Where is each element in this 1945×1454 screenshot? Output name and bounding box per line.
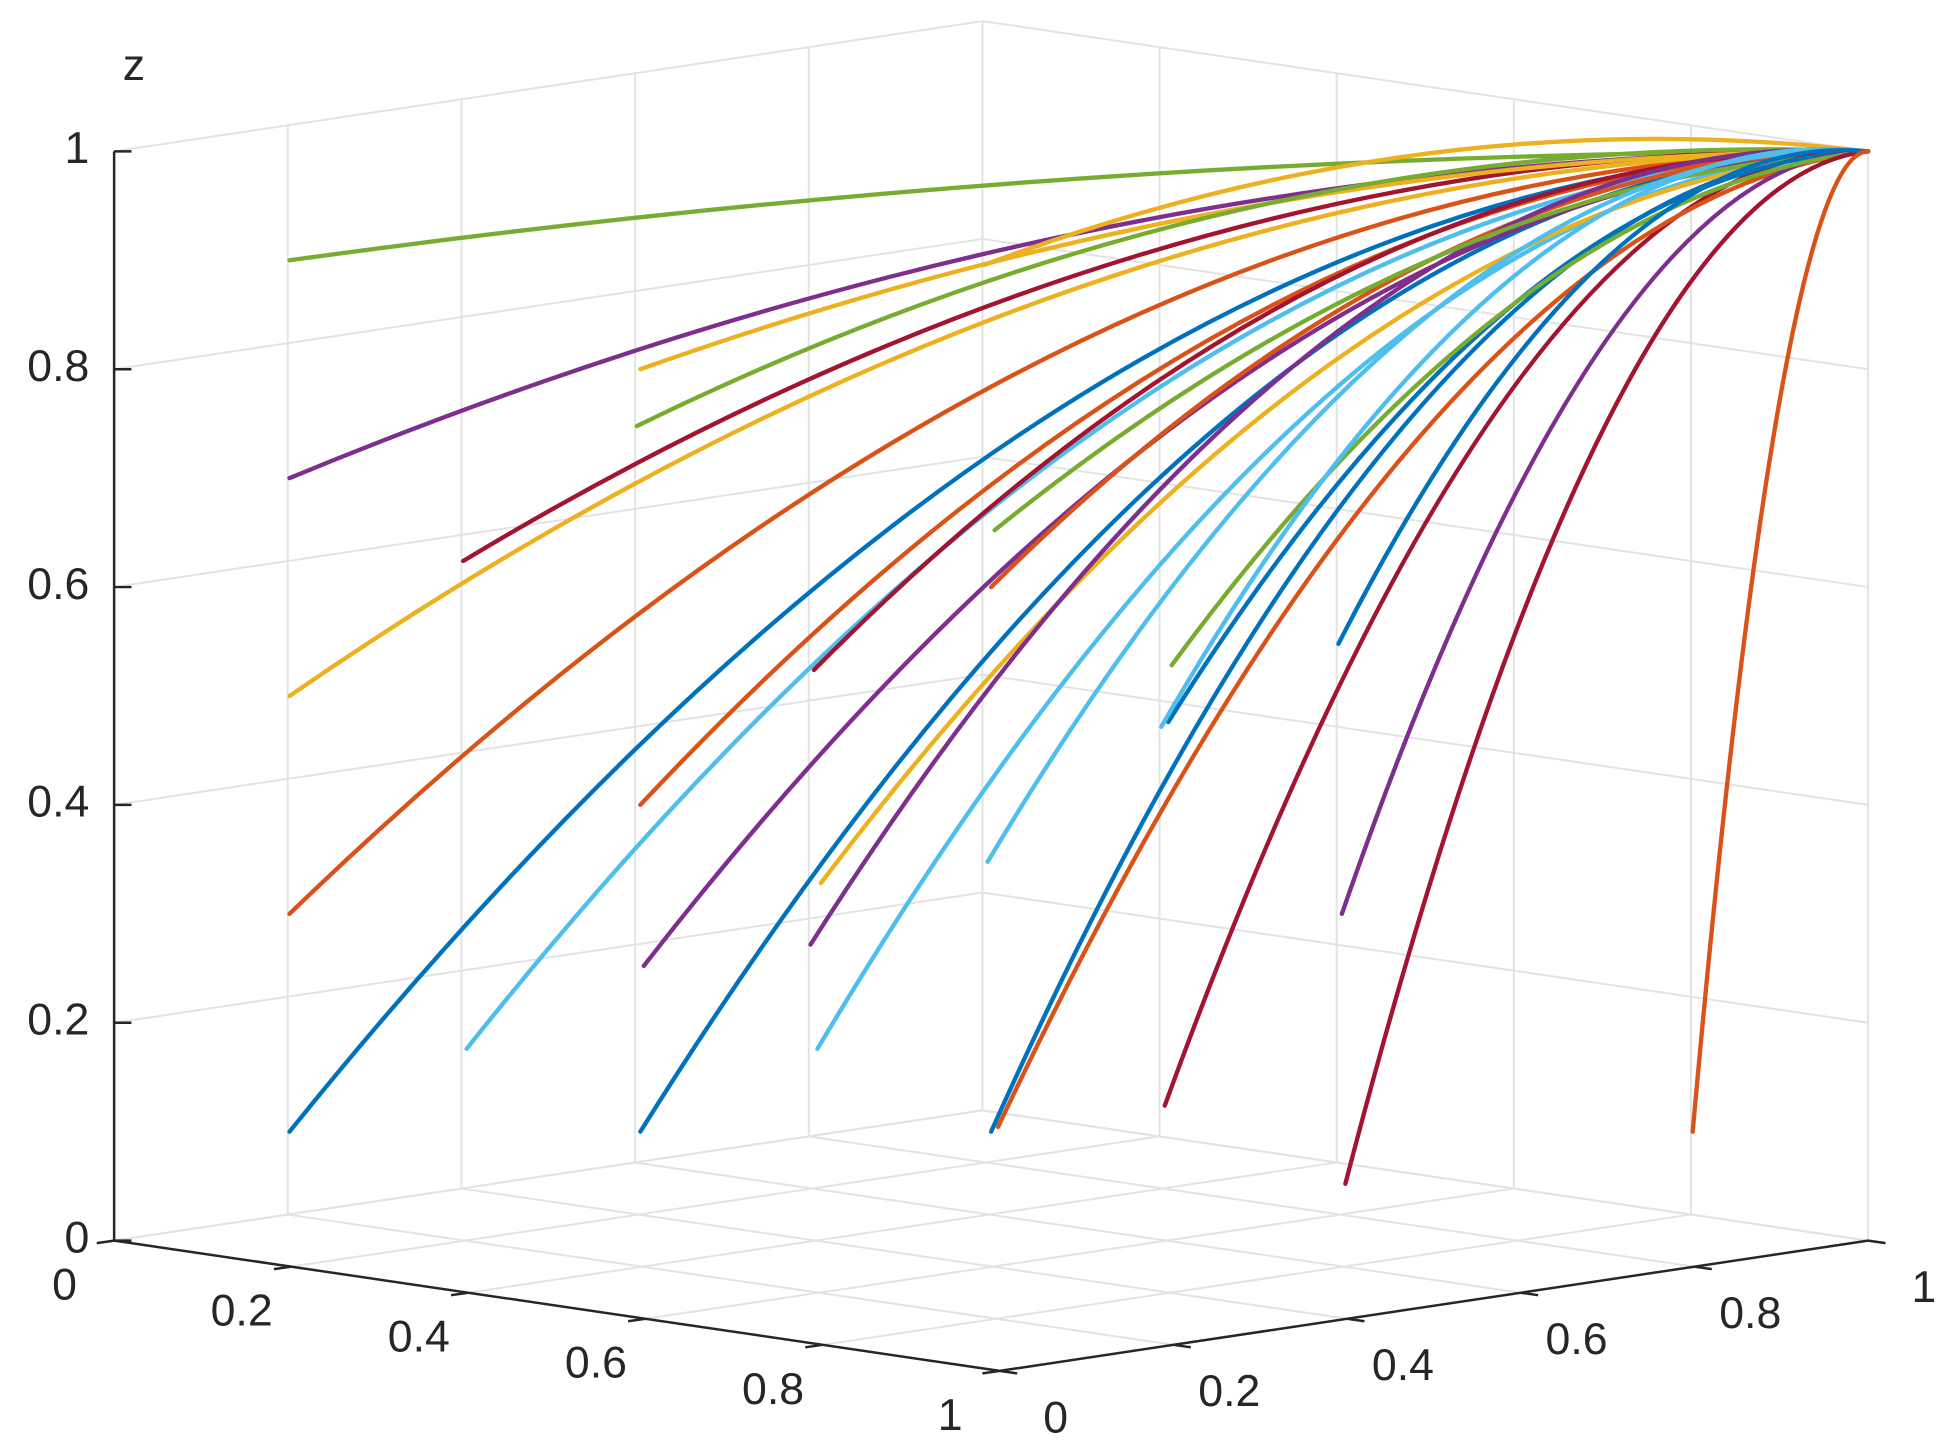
z-tick-label: 0.8 bbox=[27, 342, 89, 391]
y-tick-label: 0.4 bbox=[1372, 1341, 1434, 1390]
z-tick-label: 1 bbox=[64, 124, 89, 173]
grid-line bbox=[468, 1161, 1337, 1294]
curve bbox=[287, 149, 1871, 699]
x-tick-label: 0.8 bbox=[742, 1365, 804, 1414]
curve bbox=[464, 149, 1871, 1051]
curve bbox=[1336, 148, 1871, 647]
tick-mark bbox=[805, 1343, 823, 1349]
tick-mark bbox=[273, 1265, 292, 1271]
tick-mark bbox=[1346, 1317, 1365, 1323]
grid-line bbox=[982, 237, 1869, 371]
curve bbox=[995, 149, 1871, 1130]
z-tick-label: 0.6 bbox=[27, 560, 89, 609]
y-tick-label: 0.8 bbox=[1719, 1289, 1781, 1338]
curve bbox=[811, 148, 1871, 673]
grid-line bbox=[982, 673, 1869, 806]
curve bbox=[1339, 149, 1871, 917]
tick-mark bbox=[1867, 1239, 1886, 1245]
curve bbox=[985, 148, 1871, 864]
curve bbox=[1169, 149, 1871, 668]
y-tick-label: 0 bbox=[1043, 1393, 1068, 1442]
curve bbox=[992, 149, 1871, 533]
curve bbox=[1690, 149, 1871, 1134]
x-tick-label: 1 bbox=[938, 1391, 963, 1440]
grid-line bbox=[645, 1187, 1514, 1320]
tick-mark bbox=[1520, 1291, 1539, 1297]
x-tick-label: 0 bbox=[52, 1261, 77, 1310]
tick-mark bbox=[999, 1369, 1018, 1375]
grid-line bbox=[113, 1109, 983, 1242]
z-tick-label: 0.4 bbox=[27, 778, 89, 827]
tick-mark bbox=[627, 1317, 646, 1323]
tick-mark bbox=[96, 1239, 115, 1245]
x-tick-label: 0.4 bbox=[388, 1313, 450, 1362]
z-tick-label: 0.2 bbox=[27, 996, 89, 1045]
grid-line bbox=[982, 891, 1869, 1024]
grid-line bbox=[822, 1213, 1692, 1346]
z-tick-label: 0 bbox=[64, 1213, 89, 1262]
curve bbox=[287, 149, 1871, 917]
grid-line bbox=[287, 1213, 1174, 1346]
z-axis-label: z bbox=[123, 41, 145, 90]
curve bbox=[1166, 149, 1871, 725]
x-tick-label: 0.2 bbox=[211, 1287, 273, 1336]
y-axis bbox=[999, 1239, 1869, 1373]
x-tick-label: 0.6 bbox=[565, 1339, 627, 1388]
grid-line bbox=[113, 20, 983, 153]
curve bbox=[808, 147, 1871, 947]
grid-line bbox=[461, 1187, 1348, 1320]
tick-mark bbox=[1173, 1343, 1191, 1349]
tick-mark bbox=[450, 1291, 469, 1297]
grid-line bbox=[634, 1161, 1521, 1294]
curve bbox=[1343, 149, 1871, 1186]
grid-line bbox=[982, 20, 1869, 153]
y-tick-label: 0.6 bbox=[1546, 1315, 1608, 1364]
tick-mark bbox=[982, 1369, 1000, 1375]
curve bbox=[634, 147, 1871, 429]
y-tick-label: 1 bbox=[1911, 1263, 1936, 1312]
grid-line bbox=[291, 1135, 1160, 1268]
curve bbox=[815, 149, 1871, 1051]
grid-line bbox=[982, 1109, 1869, 1242]
grid-line bbox=[113, 673, 983, 806]
x-axis bbox=[113, 1239, 1000, 1373]
curve bbox=[287, 149, 1871, 1134]
tick-mark bbox=[1694, 1265, 1712, 1271]
grid-line bbox=[113, 891, 983, 1024]
grid-line bbox=[113, 237, 983, 371]
grid-line bbox=[808, 1135, 1695, 1268]
curve bbox=[981, 136, 1871, 268]
curve bbox=[1159, 146, 1871, 729]
y-tick-label: 0.2 bbox=[1198, 1367, 1260, 1416]
curve bbox=[818, 149, 1871, 886]
curve bbox=[638, 149, 1871, 808]
grid-line bbox=[113, 455, 983, 589]
